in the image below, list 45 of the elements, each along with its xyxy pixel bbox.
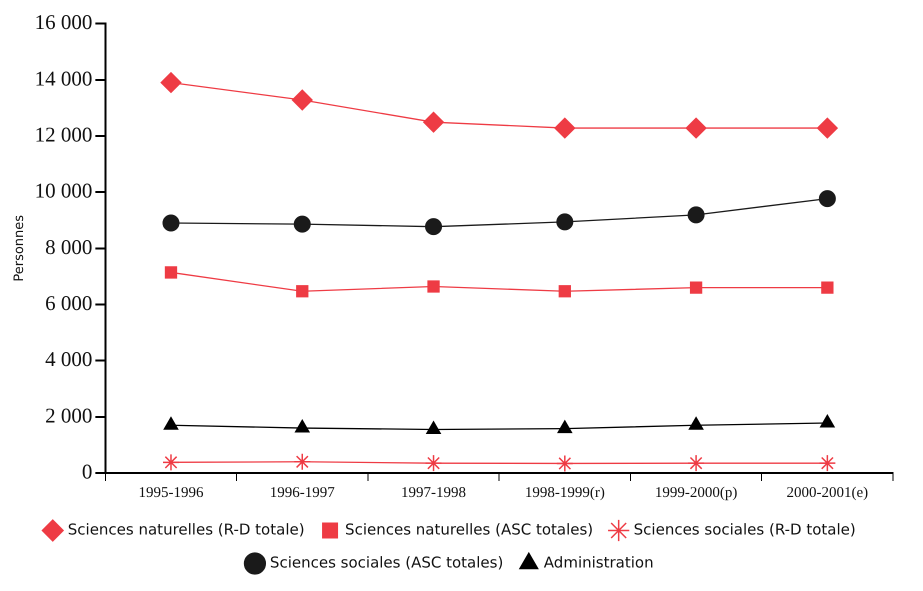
x-tick-label: 1997-1998 (401, 484, 466, 501)
point (816, 118, 838, 139)
point (556, 213, 574, 230)
legend-label: Sciences sociales (ASC totales) (270, 553, 504, 572)
point (818, 454, 836, 472)
y-tick-label: 16 000 (34, 10, 92, 34)
point (292, 90, 313, 110)
x-tick-label: 2000-2001(e) (786, 484, 868, 501)
x-tick-label: 1998-1999(r) (524, 484, 605, 501)
y-tick-label: 2 000 (45, 403, 92, 428)
point (554, 118, 576, 139)
x-tick-label: 1999-2000(p) (654, 484, 738, 501)
point (425, 218, 442, 236)
point (423, 112, 444, 133)
y-tick-label: 8 000 (45, 234, 92, 259)
y-axis-title: Personnes (12, 214, 28, 282)
x-tick-label: 1995-1996 (138, 484, 204, 501)
legend-label: Sciences naturelles (ASC totales) (345, 520, 594, 538)
point (821, 281, 834, 294)
point (160, 72, 182, 94)
x-tick-label: 1996-1997 (270, 484, 336, 501)
y-tick-label: 0 (82, 460, 92, 484)
legend-label: Sciences sociales (R-D totale) (634, 520, 856, 538)
point (424, 454, 442, 472)
point (558, 285, 571, 298)
y-tick-label: 10 000 (34, 178, 92, 203)
y-tick-label: 4 000 (45, 347, 92, 372)
point (686, 118, 707, 139)
point (687, 454, 705, 472)
point (162, 454, 180, 472)
legend-label: Administration (544, 553, 654, 572)
point (688, 206, 705, 224)
point (294, 216, 311, 233)
point (294, 453, 312, 471)
y-tick-label: 14 000 (34, 66, 92, 90)
point (818, 190, 836, 208)
y-tick-label: 6 000 (45, 290, 92, 315)
y-tick-label: 12 000 (34, 122, 92, 146)
point (690, 281, 702, 294)
point (427, 280, 440, 293)
legend-label: Sciences naturelles (R-D totale) (68, 520, 305, 538)
point (164, 266, 178, 279)
point (556, 454, 574, 472)
point (296, 285, 308, 298)
point (162, 214, 180, 232)
